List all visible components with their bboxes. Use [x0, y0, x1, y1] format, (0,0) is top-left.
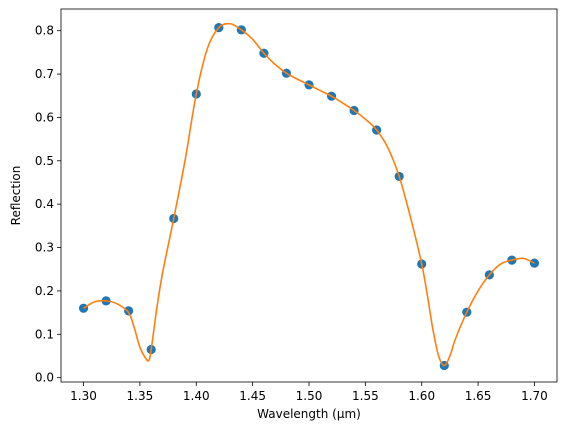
fit-curve: [83, 22, 535, 367]
y-tick-label: 0.1: [35, 327, 54, 341]
x-tick-label: 1.50: [296, 389, 323, 403]
data-point: [124, 306, 134, 316]
x-tick-label: 1.60: [408, 389, 435, 403]
y-tick-label: 0.8: [35, 24, 54, 38]
plot-frame: [60, 8, 558, 383]
y-tick-label: 0.0: [35, 371, 54, 385]
x-tick-label: 1.70: [521, 389, 548, 403]
x-axis: 1.30 1.35 1.40 1.45 1.50 1.55 1.60 1.65 1.70: [70, 382, 548, 403]
data-point: [78, 303, 89, 313]
y-axis-label: Reflection: [9, 166, 23, 226]
x-axis-label: Wavelength (μm): [257, 407, 361, 421]
x-tick-label: 1.45: [239, 389, 266, 403]
x-tick-label: 1.40: [183, 389, 210, 403]
x-tick-label: 1.35: [127, 389, 154, 403]
y-tick-label: 0.4: [35, 197, 54, 211]
x-tick-label: 1.30: [70, 389, 97, 403]
y-tick-label: 0.5: [35, 154, 54, 168]
y-tick-label: 0.6: [35, 110, 54, 124]
y-tick-label: 0.2: [35, 284, 54, 298]
y-axis: 0.0 0.1 0.2 0.3 0.4 0.5 0.6 0.7 0.8: [35, 24, 61, 385]
series-layer: [78, 22, 540, 371]
y-tick-label: 0.3: [35, 241, 54, 255]
data-point: [529, 258, 540, 268]
y-tick-label: 0.7: [35, 67, 54, 81]
x-tick-label: 1.55: [352, 389, 379, 403]
x-tick-label: 1.65: [465, 389, 492, 403]
